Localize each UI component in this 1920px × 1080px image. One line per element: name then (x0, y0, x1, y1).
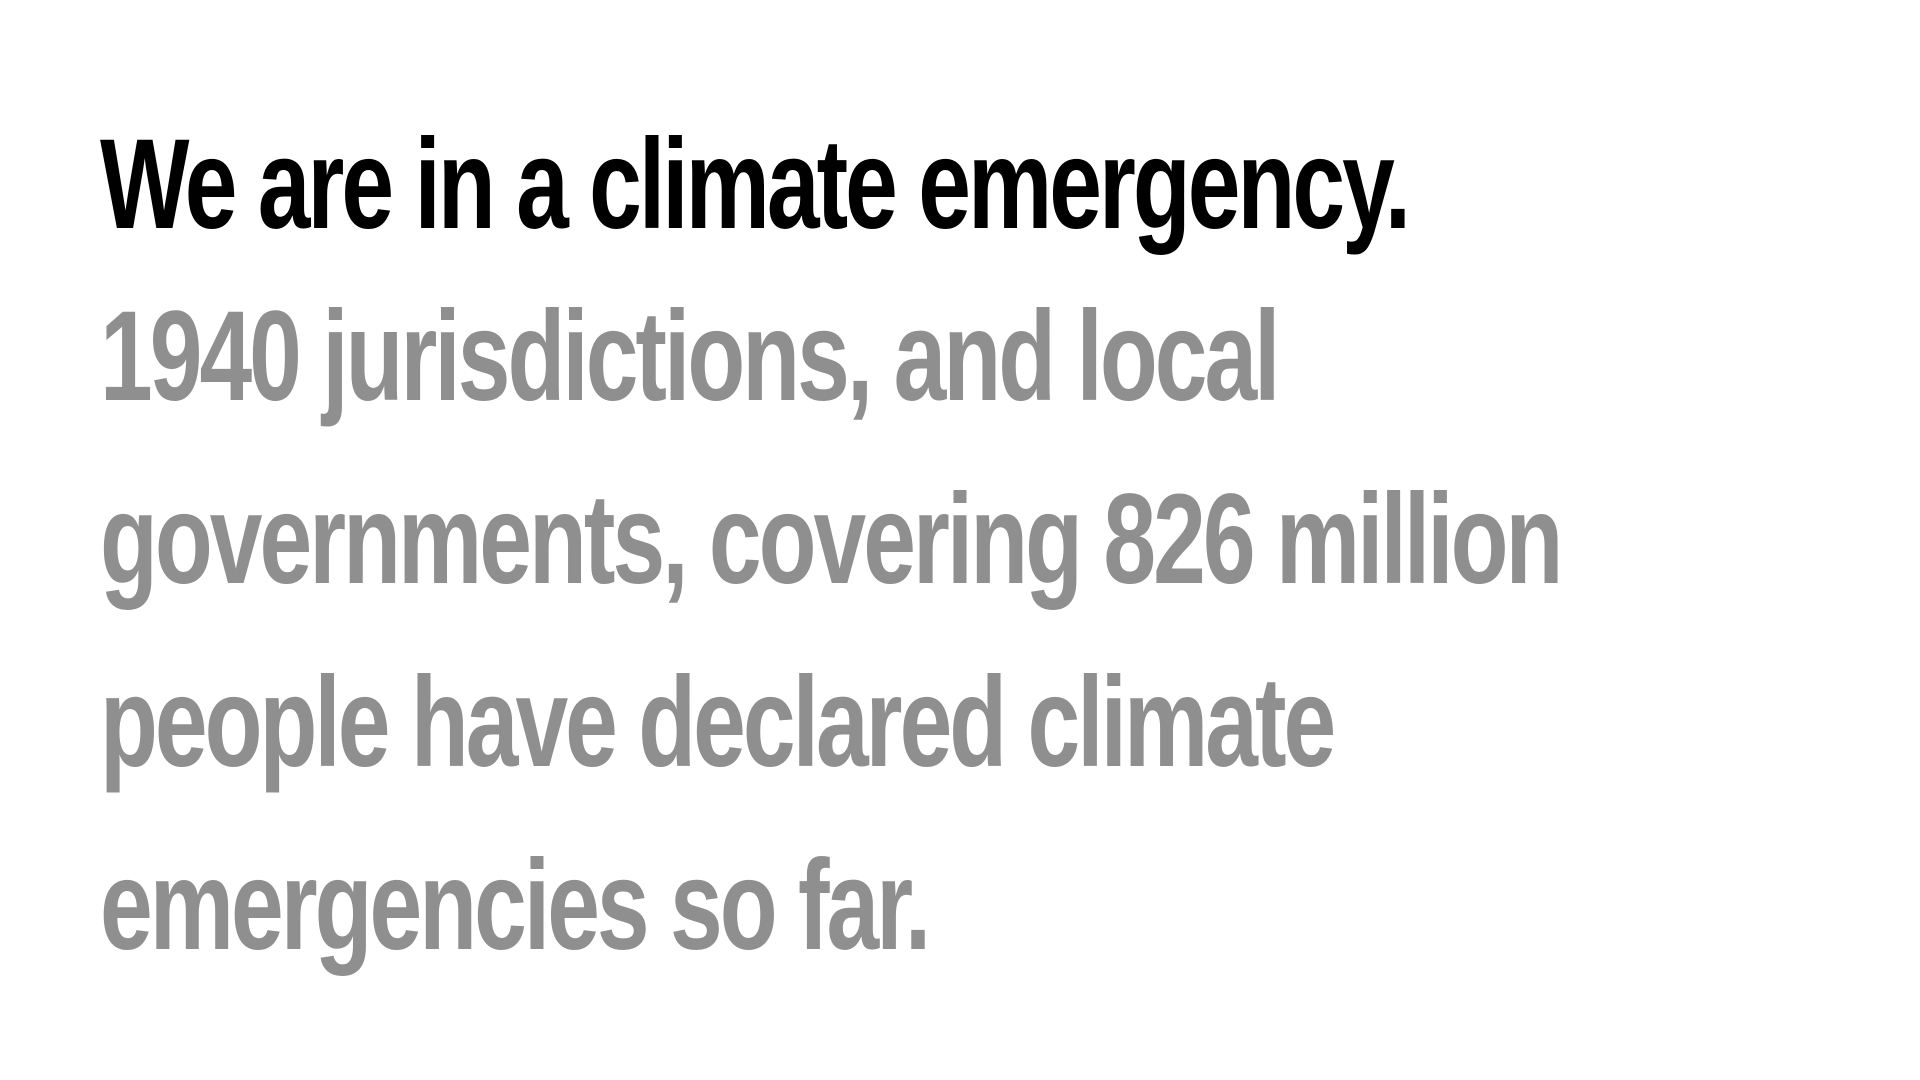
body-line-4: emergencies so far. (100, 834, 931, 977)
body-line-2: governments, covering 826 million (100, 468, 1563, 611)
body-line-1: 1940 jurisdictions, and local (100, 285, 1280, 428)
body-text: 1940 jurisdictions, and local government… (100, 265, 1802, 997)
body-line-3: people have declared climate (100, 651, 1336, 794)
headline: We are in a climate emergency. (100, 113, 1411, 256)
